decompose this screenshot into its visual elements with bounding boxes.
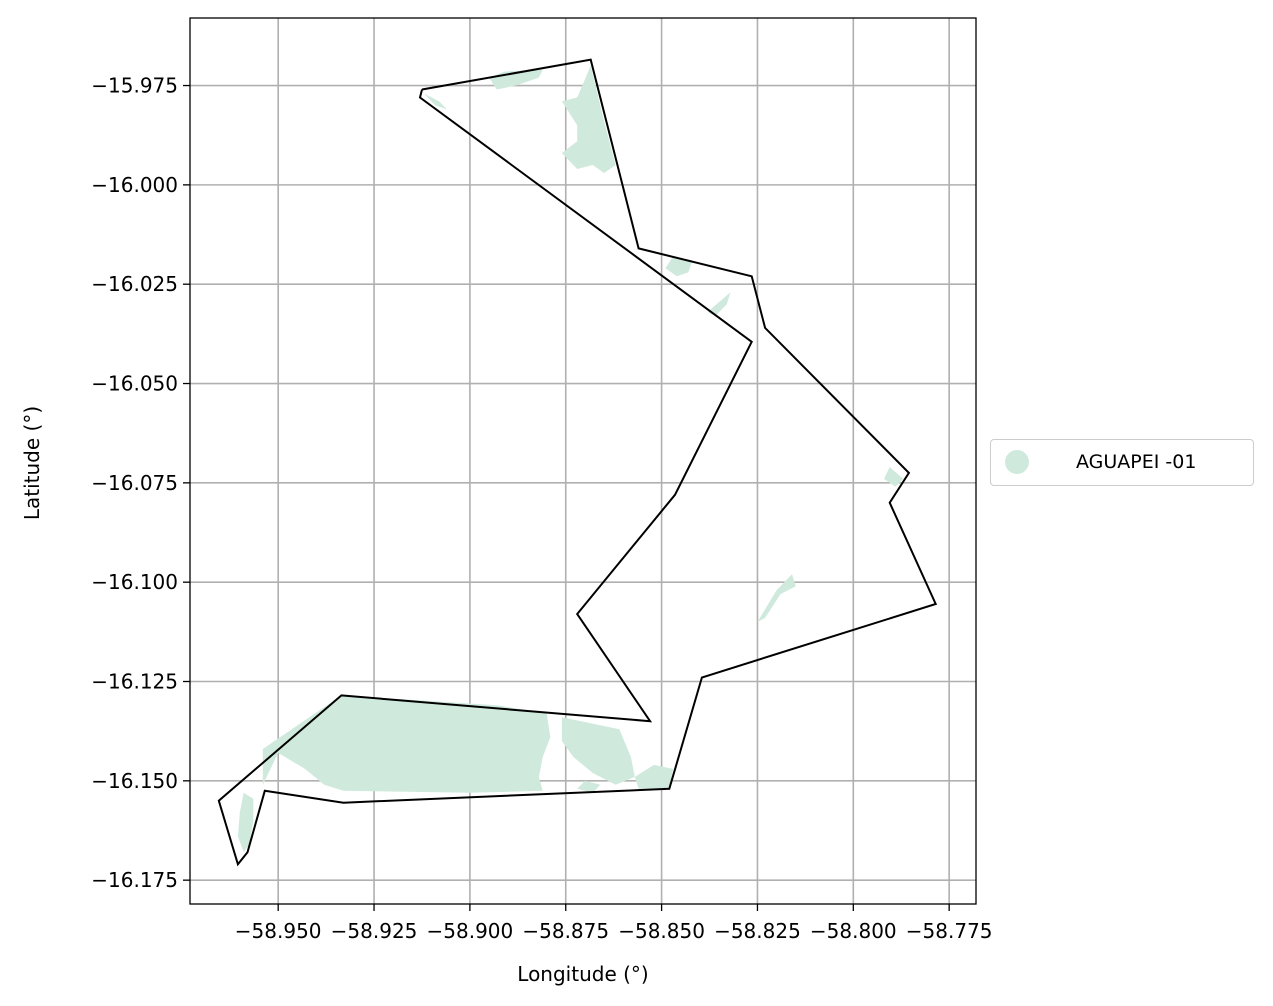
fill-patch-8 <box>665 256 693 277</box>
y-axis-label: Latitude (°) <box>20 406 44 520</box>
boundary-layer <box>217 58 938 867</box>
y-tick-label-6: −16.125 <box>91 670 178 694</box>
x-tick-label-1: −58.925 <box>331 919 418 943</box>
y-tick-label-0: −15.975 <box>91 74 178 98</box>
y-tick-label-7: −16.150 <box>91 769 178 793</box>
x-tick-label-4: −58.850 <box>618 919 705 943</box>
fill-patch-0 <box>262 695 551 793</box>
fill-patch-11 <box>884 467 904 487</box>
y-tick-label-4: −16.075 <box>91 471 178 495</box>
y-tick-label-3: −16.050 <box>91 372 178 396</box>
fill-layer <box>237 65 904 853</box>
y-tick-label-1: −16.000 <box>91 173 178 197</box>
y-tick-label-8: −16.175 <box>91 868 178 892</box>
boundary-outline <box>217 58 938 867</box>
fill-patch-6 <box>561 65 616 173</box>
x-tick-label-0: −58.950 <box>235 919 322 943</box>
y-tick-label-2: −16.025 <box>91 272 178 296</box>
legend-marker-aguapei <box>1005 450 1029 474</box>
grid-layer <box>190 18 976 904</box>
axes-frame <box>189 17 977 905</box>
x-tick-label-5: −58.825 <box>714 919 801 943</box>
x-tick-label-6: −58.800 <box>810 919 897 943</box>
fill-patch-3 <box>634 764 674 789</box>
x-axis-label: Longitude (°) <box>517 962 648 986</box>
y-axis-ticks: −15.975 −16.000 −16.025 −16.050 −16.075 −16.1… <box>91 74 190 892</box>
fill-patch-4 <box>577 780 601 793</box>
fill-patch-9 <box>707 292 731 316</box>
fill-patch-1 <box>237 792 254 853</box>
x-tick-label-3: −58.875 <box>522 919 609 943</box>
x-tick-label-2: −58.900 <box>427 919 514 943</box>
fill-patch-2 <box>561 717 635 785</box>
legend-label-aguapei: AGUAPEI -01 <box>1076 451 1197 473</box>
legend: AGUAPEI -01 <box>990 439 1254 486</box>
x-tick-label-7: −58.775 <box>906 919 993 943</box>
fill-patch-7 <box>423 93 447 110</box>
y-tick-label-5: −16.100 <box>91 570 178 594</box>
x-axis-ticks: −58.950 −58.925 −58.900 −58.875 −58.850 −58.8… <box>235 904 993 943</box>
fill-patch-10 <box>757 574 796 622</box>
